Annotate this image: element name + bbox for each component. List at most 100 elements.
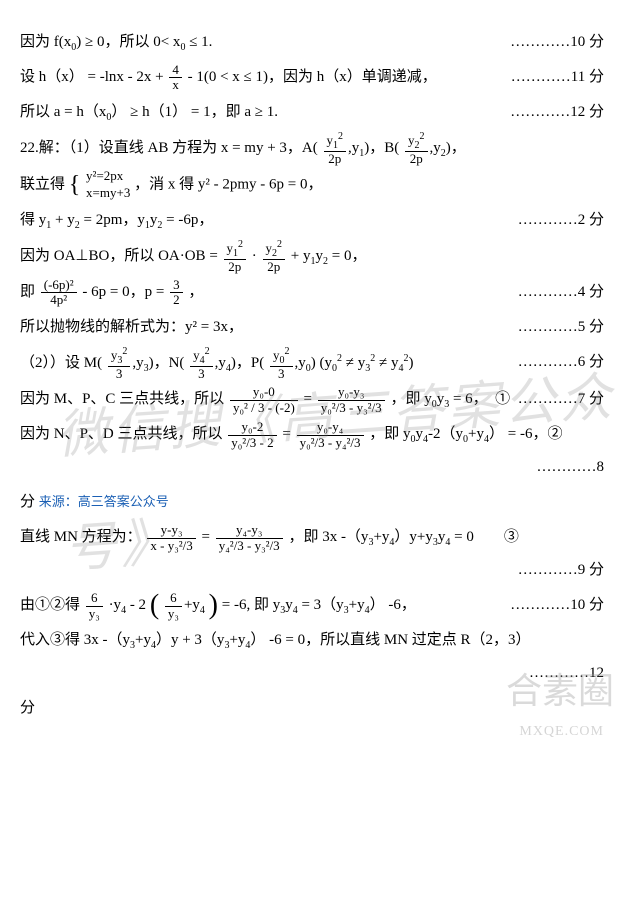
line-12: 因为 N、P、D 三点共线，所以 y₀-2y₀²/3 - 2 = y₀-y₄y₀…	[20, 418, 614, 484]
text: ） -6，	[370, 597, 416, 613]
line-10: （2））设 M( y323,y3)，N( y423,y4)，P( y023,y0…	[20, 346, 614, 381]
text: + y	[51, 212, 74, 228]
text: = -6p，	[162, 212, 213, 228]
frac: y222p	[263, 239, 286, 274]
text: ，即 y	[390, 391, 431, 407]
line-15: 代入③得 3x -（y3+y4）y + 3（y3+y4） -6 = 0，所以直线…	[20, 624, 614, 690]
line-13: 直线 MN 方程为： y-y₃x - y₃²/3 = y₄-y₃y₄²/3 - …	[20, 521, 614, 587]
text: + y	[291, 248, 311, 264]
text: =	[202, 529, 214, 545]
text: ）y+y	[394, 529, 432, 545]
text: = -6, 即 y	[222, 597, 280, 613]
text: ,y	[132, 355, 143, 371]
frac: y023	[270, 346, 293, 381]
text: 直线 MN 方程为：	[20, 529, 142, 545]
line-12b: 分 来源：高三答案公众号	[20, 486, 614, 519]
text: ） -6 = 0，所以直线 MN 过定点 R（2，3）	[250, 632, 530, 648]
frac-4-x: 4x	[169, 63, 182, 93]
text: = 3（y	[298, 597, 344, 613]
source-text: 来源：高三答案公众号	[39, 494, 169, 509]
text: 由①②得	[20, 597, 80, 613]
line-1: 因为 f(x0) ≥ 0，所以 0< x0 ≤ 1. …………10 分	[20, 26, 614, 59]
line-8: 即 (-6p)²4p² - 6p = 0，p = 32 ， …………4 分	[20, 276, 614, 309]
score-7: …………7 分	[518, 383, 604, 416]
text: +y	[349, 597, 365, 613]
text: ，即 3x -（y	[288, 529, 368, 545]
text: )，P(	[231, 355, 264, 371]
score-6: …………6 分	[518, 346, 604, 379]
text: 因为 OA⊥BO，所以 OA·OB =	[20, 248, 222, 264]
text: - 2	[126, 597, 146, 613]
paren: )	[209, 590, 218, 621]
paren: (	[150, 590, 159, 621]
text: )	[408, 355, 413, 371]
score-10: …………10 分	[510, 26, 604, 59]
frac: y₀-0y₀² / 3 - (-2)	[230, 385, 298, 415]
score-5: …………5 分	[518, 311, 604, 344]
text: = 2pm，y	[80, 212, 145, 228]
text: = 0 ③	[450, 529, 518, 545]
frac: y122p	[324, 131, 347, 166]
text: ，消 x 得 y² - 2pmy - 6p = 0，	[134, 177, 322, 193]
score-4: …………4 分	[518, 276, 604, 309]
line-7: 因为 OA⊥BO，所以 OA·OB = y122p · y222p + y1y2…	[20, 239, 614, 274]
text: 22.解：（1）设直线 AB 方程为 x = my + 3，A(	[20, 140, 318, 156]
line-14: 由①②得 6y₃ ·y4 - 2 ( 6y₃+y4 ) = -6, 即 y3y4…	[20, 589, 614, 622]
score-12: …………12 分	[510, 96, 604, 129]
text: - 1(0 < x ≤ 1)，因为 h（x）单调递减，	[188, 69, 437, 85]
line-15b: 分	[20, 692, 614, 725]
brace: {	[69, 173, 81, 197]
line-3: 所以 a = h（x0） ≥ h（1） = 1，即 a ≥ 1. …………12 …	[20, 96, 614, 129]
score-12b: …………12	[529, 657, 604, 690]
text: ）y + 3（y	[156, 632, 224, 648]
text: 所以 a = h（x	[20, 104, 106, 120]
text: = 6， ①	[449, 391, 510, 407]
text: ≠ y	[375, 355, 398, 371]
text: 因为 f(x	[20, 34, 71, 50]
system: y²=2pxx=my+3	[86, 168, 130, 202]
text: -2（y	[428, 426, 463, 442]
frac: (-6p)²4p²	[41, 278, 77, 308]
frac: y222p	[405, 131, 428, 166]
text: ，	[188, 284, 203, 300]
frac: y₄-y₃y₄²/3 - y₃²/3	[216, 523, 283, 553]
text: ） ≥ h（1） = 1，即 a ≥ 1.	[111, 104, 278, 120]
text: 代入③得 3x -（y	[20, 632, 130, 648]
text: ,y	[430, 140, 441, 156]
frac: y122p	[224, 239, 247, 274]
score-10b: …………10 分	[510, 589, 604, 622]
score-2: …………2 分	[518, 204, 604, 237]
text: ,y	[295, 355, 306, 371]
text: = 0，	[328, 248, 366, 264]
line-11: 因为 M、P、C 三点共线，所以 y₀-0y₀² / 3 - (-2) = y₀…	[20, 383, 614, 416]
text: ≤ 1.	[185, 34, 212, 50]
text: y	[416, 426, 424, 442]
text: 联立得	[20, 177, 65, 193]
line-5: 联立得 { y²=2pxx=my+3 ，消 x 得 y² - 2pmy - 6p…	[20, 168, 614, 202]
text: ·y	[109, 597, 122, 613]
frac: 6y₃	[165, 591, 182, 621]
text: 分	[20, 494, 39, 510]
text: 分	[20, 700, 35, 716]
frac: y423	[190, 346, 213, 381]
text: ，即 y	[369, 426, 410, 442]
text: +y	[135, 632, 151, 648]
text: )，N(	[149, 355, 185, 371]
text: =	[304, 391, 316, 407]
text: +y	[468, 426, 484, 442]
text: ,y	[348, 140, 359, 156]
text: )，	[446, 140, 466, 156]
text: （2））设 M(	[20, 355, 102, 371]
text: 设 h（x） = -lnx - 2x +	[20, 69, 167, 85]
text: ) (y	[311, 355, 332, 371]
score-8: …………8	[537, 451, 605, 484]
text: 因为 M、P、C 三点共线，所以	[20, 391, 228, 407]
score-9: …………9 分	[518, 554, 604, 587]
frac: 6y₃	[86, 591, 103, 621]
text: 因为 N、P、D 三点共线，所以	[20, 426, 226, 442]
line-6: 得 y1 + y2 = 2pm，y1y2 = -6p， …………2 分	[20, 204, 614, 237]
text: ,y	[215, 355, 226, 371]
text: 得 y	[20, 212, 46, 228]
score-11: …………11 分	[511, 61, 604, 94]
line-2: 设 h（x） = -lnx - 2x + 4x - 1(0 < x ≤ 1)，因…	[20, 61, 614, 94]
